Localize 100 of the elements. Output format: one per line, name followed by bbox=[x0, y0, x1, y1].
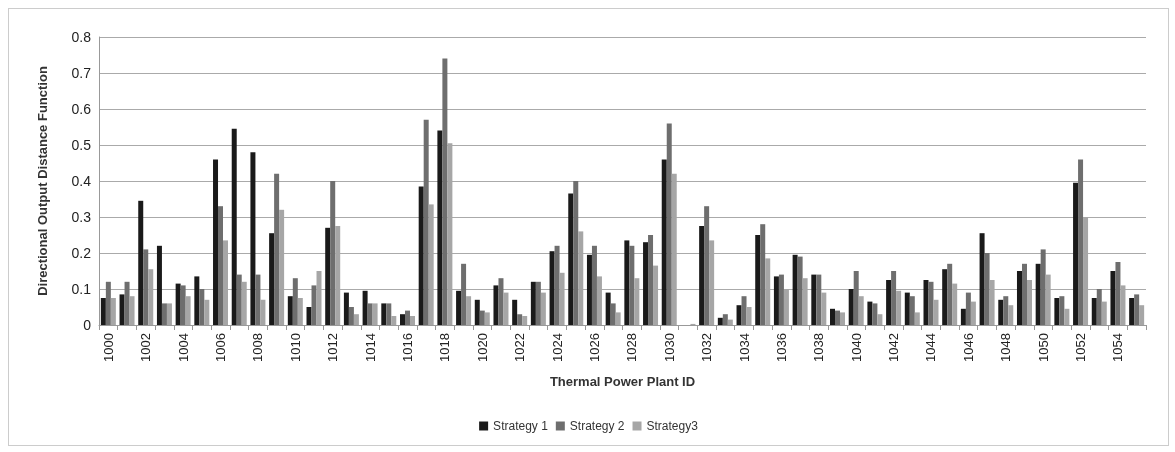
bar bbox=[1078, 159, 1084, 325]
bar bbox=[1003, 296, 1009, 325]
x-tick-label: 1008 bbox=[250, 333, 266, 362]
bar bbox=[260, 299, 266, 325]
y-tick-label: 0.8 bbox=[71, 29, 92, 45]
legend-label: Strategy 2 bbox=[569, 419, 625, 433]
bar bbox=[591, 245, 597, 325]
bar bbox=[517, 314, 523, 325]
bar bbox=[886, 280, 892, 325]
bar bbox=[923, 280, 929, 325]
bar bbox=[984, 253, 990, 325]
bar bbox=[409, 316, 415, 325]
x-tick-label: 1054 bbox=[1110, 333, 1126, 362]
bar bbox=[535, 281, 541, 325]
bar bbox=[1064, 308, 1070, 325]
bar bbox=[727, 319, 733, 325]
bar bbox=[343, 292, 349, 325]
bar bbox=[218, 206, 224, 325]
x-tick-label: 1006 bbox=[213, 333, 229, 362]
x-tick-label: 1052 bbox=[1073, 333, 1089, 362]
bar bbox=[330, 181, 336, 325]
bar bbox=[848, 289, 854, 325]
bar bbox=[629, 245, 635, 325]
x-tick-label: 1026 bbox=[586, 333, 602, 362]
bar bbox=[998, 299, 1004, 325]
y-tick-label: 0.7 bbox=[71, 65, 92, 81]
bar bbox=[1096, 289, 1102, 325]
bar bbox=[643, 242, 649, 325]
bar bbox=[666, 123, 672, 325]
bar bbox=[522, 316, 528, 325]
bar bbox=[110, 298, 116, 325]
bar bbox=[891, 271, 897, 325]
bar bbox=[274, 173, 280, 325]
bar bbox=[835, 310, 841, 325]
bar bbox=[204, 299, 210, 325]
bar bbox=[816, 274, 822, 325]
bar bbox=[423, 119, 429, 325]
y-tick-label: 0.2 bbox=[71, 245, 92, 261]
legend-label: Strategy 1 bbox=[493, 419, 549, 433]
x-tick-label: 1028 bbox=[624, 333, 640, 362]
bar bbox=[540, 292, 546, 325]
bar bbox=[236, 274, 242, 325]
bar bbox=[648, 235, 654, 325]
bar bbox=[736, 305, 742, 325]
bar bbox=[442, 58, 448, 325]
x-tick-label: 1022 bbox=[512, 333, 528, 362]
bar bbox=[105, 281, 111, 325]
x-tick-label: 1044 bbox=[923, 333, 939, 362]
bar bbox=[474, 299, 480, 325]
bar bbox=[1073, 182, 1079, 325]
bar bbox=[1134, 294, 1140, 325]
bar bbox=[615, 312, 621, 325]
bar bbox=[399, 314, 405, 325]
bar bbox=[143, 249, 149, 325]
bar bbox=[404, 310, 410, 325]
bar bbox=[568, 193, 574, 325]
bar bbox=[1101, 301, 1107, 325]
bar bbox=[166, 303, 172, 325]
bar bbox=[100, 298, 106, 325]
bar bbox=[479, 310, 485, 325]
bar bbox=[704, 206, 710, 325]
bar bbox=[586, 254, 592, 325]
bar bbox=[904, 292, 910, 325]
bar bbox=[269, 233, 275, 325]
bar bbox=[746, 307, 752, 325]
bar bbox=[549, 251, 555, 325]
bar bbox=[185, 296, 191, 325]
x-tick-label: 1040 bbox=[848, 333, 864, 362]
bar bbox=[979, 233, 985, 325]
bar bbox=[1035, 263, 1041, 325]
x-tick-label: 1010 bbox=[287, 333, 303, 362]
bar bbox=[933, 299, 939, 325]
bar bbox=[830, 308, 836, 325]
bar bbox=[391, 316, 397, 325]
x-tick-label: 1036 bbox=[773, 333, 789, 362]
bar bbox=[466, 296, 472, 325]
bar bbox=[1054, 298, 1060, 325]
x-tick-label: 1042 bbox=[886, 333, 902, 362]
bar bbox=[194, 276, 200, 325]
bar bbox=[760, 224, 766, 325]
bar bbox=[741, 296, 747, 325]
x-tick-label: 1048 bbox=[998, 333, 1014, 362]
bar bbox=[386, 303, 392, 325]
bar bbox=[138, 200, 144, 325]
y-tick-label: 0.4 bbox=[71, 173, 92, 189]
bar bbox=[287, 296, 293, 325]
x-tick-label: 1030 bbox=[661, 333, 677, 362]
bar bbox=[1110, 271, 1116, 325]
bar bbox=[231, 128, 237, 325]
bar bbox=[909, 296, 915, 325]
bar bbox=[1059, 296, 1065, 325]
bar bbox=[1091, 298, 1097, 325]
bar bbox=[610, 303, 616, 325]
bar bbox=[554, 245, 560, 325]
bar bbox=[372, 303, 378, 325]
bar bbox=[297, 298, 303, 325]
bar bbox=[161, 303, 167, 325]
bar bbox=[877, 314, 883, 325]
bar bbox=[960, 308, 966, 325]
bar bbox=[914, 312, 920, 325]
